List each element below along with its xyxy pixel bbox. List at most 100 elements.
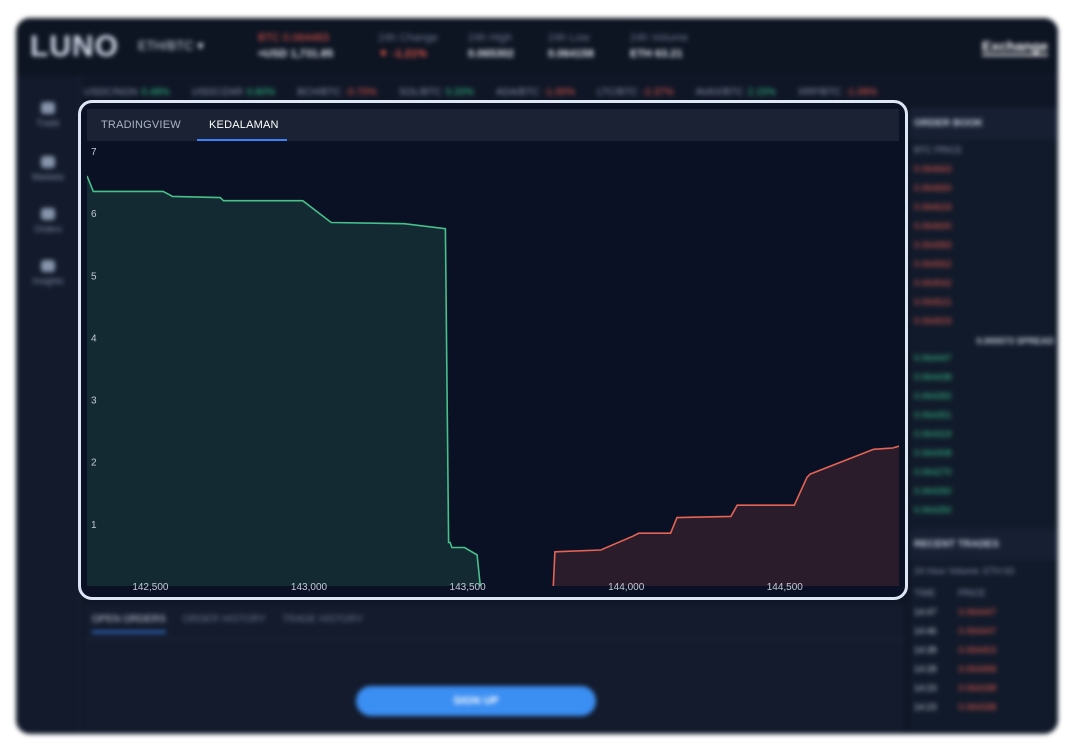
ticker-pair: USDC/NGN xyxy=(84,87,138,98)
sign-up-button[interactable]: SIGN UP xyxy=(356,686,596,716)
order-book-row[interactable]: 0.064562 xyxy=(914,259,952,269)
order-book-row[interactable]: 0.064650 xyxy=(914,183,952,193)
tab-depth[interactable]: KEDALAMAN xyxy=(209,119,279,131)
ticker-pair: BCH/BTC xyxy=(297,87,342,98)
order-book-row[interactable]: 0.064351 xyxy=(914,410,952,420)
order-book: ORDER BOOK BTC PRICE 0.064663 0.064650 0.0… xyxy=(910,108,1058,734)
ticker-strip: USDC/NGN 0.48% USDC/ZAR 0.80% BCH/BTC -0.70% S… xyxy=(84,78,1058,108)
spread-value: 0.000073 SPREAD xyxy=(976,336,1054,346)
recent-trades-cols: TIME PRICE xyxy=(910,582,1058,604)
sidebar-item-trade[interactable]: Trade xyxy=(16,102,80,128)
order-book-row[interactable]: 0.064600 xyxy=(914,221,952,231)
order-book-row[interactable]: 0.064663 xyxy=(914,164,952,174)
price-value: ≈USD 1,731.85 xyxy=(258,48,334,60)
ticker-change: 2.15% xyxy=(747,87,776,98)
ask-depth-line xyxy=(552,445,899,587)
order-book-row[interactable]: 0.064633 xyxy=(914,202,952,212)
ticker-item[interactable]: LTC/BTC -2.37% xyxy=(597,87,674,98)
sidebar-item-markets[interactable]: Markets xyxy=(16,156,80,182)
x-tick-label: 142,500 xyxy=(132,582,169,593)
order-book-row[interactable]: 0.064447 xyxy=(914,353,952,363)
ticker-item[interactable]: USDC/ZAR 0.80% xyxy=(192,87,275,98)
depth-chart-panel: TRADINGVIEW KEDALAMAN 1 2 3 4 5 6 7 142,500 143,… xyxy=(78,100,908,600)
sidebar: Trade Markets Orders Insights xyxy=(16,76,81,734)
x-tick-label: 143,000 xyxy=(291,582,328,593)
price-stat: BTC 0.064483 ≈USD 1,731.85 xyxy=(258,30,333,62)
order-book-row[interactable]: 0.064503 xyxy=(914,316,952,326)
active-tab-indicator xyxy=(197,139,287,141)
orders-tabs: OPEN ORDERS ORDER HISTORY TRADE HISTORY xyxy=(84,604,904,639)
order-book-title: ORDER BOOK xyxy=(910,108,1058,139)
trade-icon xyxy=(41,102,55,114)
order-book-row[interactable]: 0.064260 xyxy=(914,486,952,496)
ticker-item[interactable]: SOL/BTC 0.20% xyxy=(399,87,474,98)
trade-time: 14:23 xyxy=(914,683,937,693)
trade-time: 14:47 xyxy=(914,607,937,617)
sidebar-item-label: Insights xyxy=(32,276,64,286)
recent-trade-row: 14:28 0.064458 xyxy=(910,661,1058,680)
order-book-row[interactable]: 0.064319 xyxy=(914,429,952,439)
ticker-change: -1.00% xyxy=(543,87,575,98)
order-book-row[interactable]: 0.064542 xyxy=(914,278,952,288)
ticker-pair: XRP/BTC xyxy=(797,87,842,98)
col-price: PRICE xyxy=(958,588,986,598)
ticker-item[interactable]: XRP/BTC -1.09% xyxy=(798,87,877,98)
ticker-item[interactable]: BCH/BTC -0.70% xyxy=(297,87,377,98)
order-book-row[interactable]: 0.064521 xyxy=(914,297,952,307)
exchange-link[interactable]: Exchange xyxy=(981,38,1048,56)
y-tick-label: 5 xyxy=(91,271,97,282)
ticker-item[interactable]: AVAX/BTC 2.15% xyxy=(696,87,776,98)
order-book-col: BTC PRICE xyxy=(914,145,963,155)
asks-list: 0.064663 0.064650 0.064633 0.064600 0.064583… xyxy=(910,161,1058,332)
ticker-pair: USDC/ZAR xyxy=(191,87,243,98)
sidebar-item-label: Markets xyxy=(31,172,64,182)
change-stat: 24h Change ▼ -1.21% xyxy=(378,30,438,62)
ticker-pair: AVAX/BTC xyxy=(695,87,744,98)
change-label: 24h Change xyxy=(378,32,438,44)
recent-trades-volume: 24 Hour Volume: ETH 63 xyxy=(914,566,1015,576)
volume-stat: 24h Volume ETH 63.21 xyxy=(630,30,688,62)
order-book-row[interactable]: 0.064270 xyxy=(914,467,952,477)
y-tick-label: 6 xyxy=(91,209,97,220)
trade-time: 14:46 xyxy=(914,626,937,636)
ticker-change: 0.80% xyxy=(246,87,276,98)
high-label: 24h High xyxy=(468,32,513,44)
order-book-row[interactable]: 0.064308 xyxy=(914,448,952,458)
sidebar-item-orders[interactable]: Orders xyxy=(16,208,80,234)
ticker-item[interactable]: ADA/BTC -1.00% xyxy=(496,87,575,98)
sidebar-item-insights[interactable]: Insights xyxy=(16,260,80,286)
luno-logo[interactable]: LUNO xyxy=(30,30,119,63)
low-stat: 24h Low 0.064158 xyxy=(548,30,594,62)
bulb-icon xyxy=(41,260,55,272)
order-book-row[interactable]: 0.064392 xyxy=(914,391,952,401)
y-tick-label: 1 xyxy=(91,520,97,531)
bid-depth-line xyxy=(87,175,482,587)
order-book-row[interactable]: 0.064583 xyxy=(914,240,952,250)
recent-trade-row: 14:47 0.064447 xyxy=(910,604,1058,623)
low-label: 24h Low xyxy=(548,32,590,44)
tab-open-orders[interactable]: OPEN ORDERS xyxy=(92,614,166,633)
recent-trade-row: 14:46 0.064447 xyxy=(910,623,1058,642)
y-tick-label: 4 xyxy=(91,333,97,344)
bid-depth-area xyxy=(87,175,481,586)
col-time: TIME xyxy=(914,588,936,598)
tab-tradingview[interactable]: TRADINGVIEW xyxy=(101,119,181,131)
tab-order-history[interactable]: ORDER HISTORY xyxy=(182,614,266,625)
depth-chart[interactable]: 1 2 3 4 5 6 7 142,500 143,000 143,500 144,000 144,5… xyxy=(87,141,899,593)
trade-price: 0.064338 xyxy=(958,683,997,693)
volume-value: ETH 63.21 xyxy=(630,48,683,60)
y-tick-label: 7 xyxy=(91,147,97,158)
y-tick-label: 3 xyxy=(91,396,97,407)
recent-trade-row: 14:38 0.064403 xyxy=(910,642,1058,661)
ticker-item[interactable]: USDC/NGN 0.48% xyxy=(84,87,170,98)
pair-selector[interactable]: ETH/BTC ▾ xyxy=(138,38,204,53)
bids-list: 0.064447 0.064438 0.064392 0.064351 0.064319… xyxy=(910,350,1058,521)
order-book-row[interactable]: 0.064438 xyxy=(914,372,952,382)
order-book-row[interactable]: 0.064250 xyxy=(914,505,952,515)
y-tick-label: 2 xyxy=(91,458,97,469)
orders-icon xyxy=(41,208,55,220)
recent-trade-row: 14:23 0.064338 xyxy=(910,680,1058,699)
tab-trade-history[interactable]: TRADE HISTORY xyxy=(282,614,364,625)
x-tick-label: 144,500 xyxy=(767,582,804,593)
sidebar-item-label: Orders xyxy=(34,224,62,234)
